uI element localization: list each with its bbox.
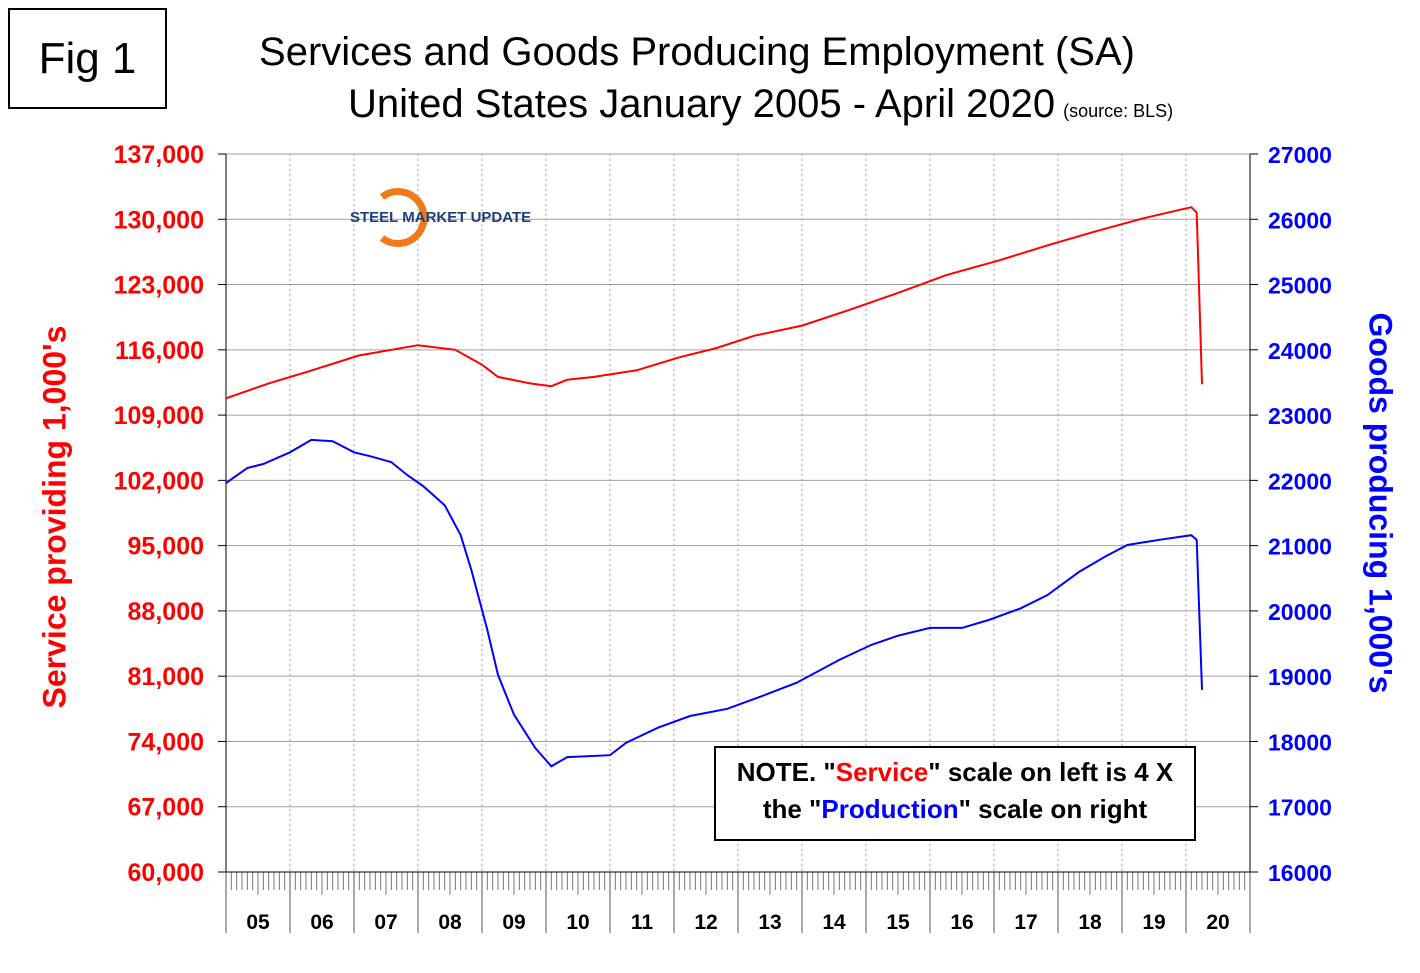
- left-tick-label: 81,000: [128, 663, 204, 691]
- right-tick-label: 19000: [1268, 664, 1332, 690]
- x-tick-label: 08: [438, 911, 462, 934]
- right-tick-label: 24000: [1268, 338, 1332, 364]
- left-axis-label: Service providing 1,000's: [36, 325, 73, 709]
- chart-subtitle: United States January 2005 - April 2020 (…: [348, 82, 1173, 127]
- x-tick-label: 15: [886, 911, 910, 934]
- x-tick-label: 05: [246, 911, 270, 934]
- left-tick-label: 67,000: [128, 794, 204, 822]
- right-tick-label: 21000: [1268, 534, 1332, 560]
- x-tick-label: 13: [758, 911, 781, 934]
- service-line: [225, 206, 1203, 400]
- note-text: " scale on right: [958, 794, 1148, 824]
- left-tick-label: 123,000: [114, 272, 204, 300]
- logo-swoosh-icon: [379, 188, 428, 247]
- right-tick-label: 22000: [1268, 468, 1332, 494]
- x-tick-label: 09: [502, 911, 525, 934]
- left-tick-label: 60,000: [128, 859, 204, 887]
- note-production-word: Production: [821, 794, 959, 824]
- right-tick-label: 16000: [1268, 860, 1332, 886]
- right-axis-label: Goods producing 1,000's: [1362, 312, 1399, 694]
- note-service-word: Service: [835, 757, 929, 787]
- figure-label: Fig 1: [8, 8, 167, 109]
- left-tick-label: 109,000: [114, 402, 204, 430]
- left-tick-label: 88,000: [128, 598, 204, 626]
- right-tick-label: 23000: [1268, 403, 1332, 429]
- subtitle-text: United States January 2005 - April 2020: [348, 82, 1056, 126]
- left-tick-label: 116,000: [115, 337, 204, 365]
- right-tick-label: 18000: [1268, 729, 1332, 755]
- x-tick-label: 14: [822, 911, 846, 934]
- left-tick-label: 95,000: [128, 533, 204, 561]
- x-tick-label: 19: [1142, 911, 1165, 934]
- right-tick-label: 20000: [1268, 599, 1332, 625]
- right-tick-label: 17000: [1268, 795, 1332, 821]
- note-text: NOTE. ": [736, 757, 836, 787]
- right-tick-label: 27000: [1268, 142, 1332, 168]
- x-tick-label: 17: [1014, 911, 1037, 934]
- x-tick-label: 11: [631, 911, 654, 934]
- x-tick-label: 16: [950, 911, 973, 934]
- left-tick-label: 137,000: [114, 141, 204, 169]
- goods-line: [225, 438, 1203, 768]
- logo-text: STEEL MARKET UPDATE: [350, 209, 531, 226]
- x-tick-label: 20: [1206, 911, 1229, 934]
- x-tick-label: 06: [310, 911, 333, 934]
- note-box: NOTE. "Service" scale on left is 4 X the…: [714, 746, 1196, 841]
- x-tick-label: 18: [1078, 911, 1102, 934]
- left-tick-label: 130,000: [114, 206, 204, 234]
- source-note: (source: BLS): [1063, 101, 1174, 121]
- left-tick-label: 102,000: [114, 467, 204, 495]
- x-tick-label: 12: [694, 911, 717, 934]
- chart-title: Services and Goods Producing Employment …: [259, 30, 1135, 74]
- right-tick-label: 26000: [1268, 207, 1332, 233]
- right-tick-label: 25000: [1268, 273, 1332, 299]
- left-tick-label: 74,000: [128, 728, 204, 756]
- x-tick-label: 07: [374, 911, 397, 934]
- note-text: " scale on left is 4 X the ": [762, 757, 1174, 824]
- x-tick-label: 10: [566, 911, 589, 934]
